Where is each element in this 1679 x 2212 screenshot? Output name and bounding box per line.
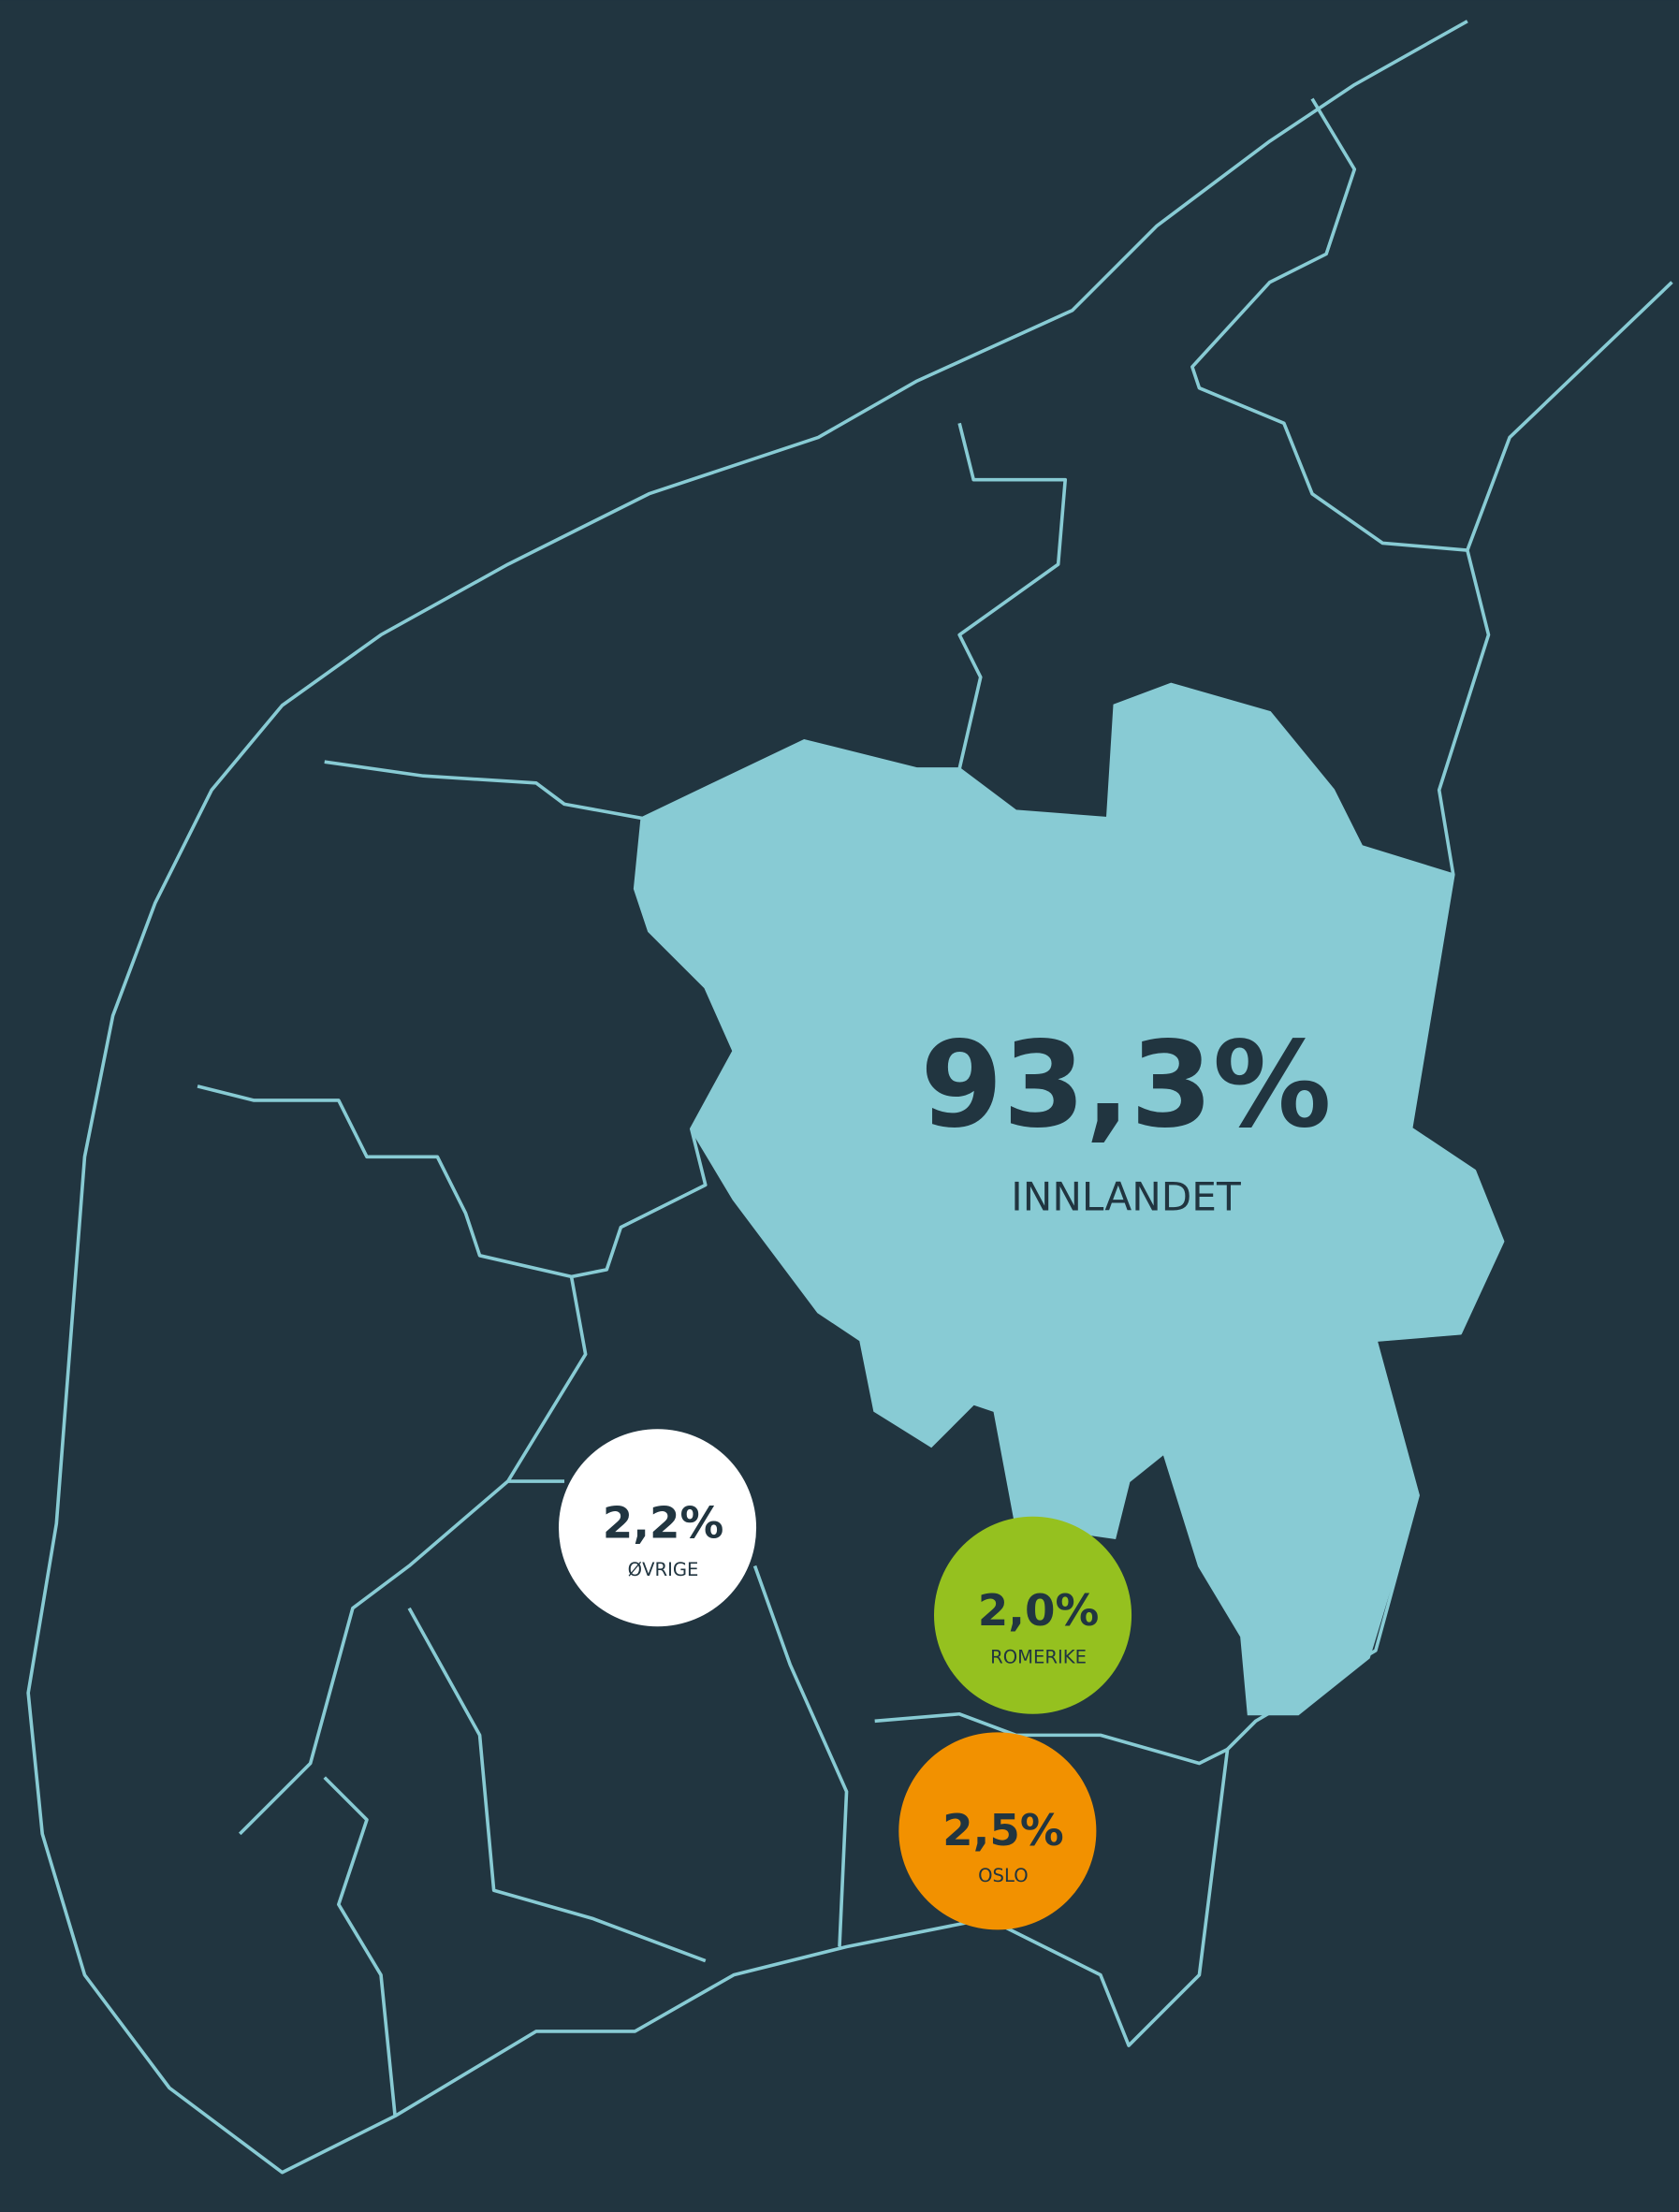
region-value: 2,5% bbox=[942, 1806, 1064, 1856]
ovrige-circle bbox=[558, 1429, 757, 1627]
county-borders bbox=[197, 97, 1468, 2117]
oslo-circle bbox=[898, 1732, 1097, 1930]
region-name: ROMERIKE bbox=[990, 1646, 1087, 1667]
region-value: 93,3% bbox=[920, 1015, 1331, 1154]
region-name: ØVRIGE bbox=[628, 1559, 699, 1580]
region-value: 2,0% bbox=[978, 1586, 1100, 1637]
region-name: OSLO bbox=[978, 1865, 1028, 1886]
innlandet-region bbox=[633, 682, 1505, 1716]
region-name: INNLANDET bbox=[1011, 1174, 1241, 1220]
region-value: 2,2% bbox=[603, 1498, 724, 1549]
romerike-circle bbox=[934, 1516, 1132, 1714]
